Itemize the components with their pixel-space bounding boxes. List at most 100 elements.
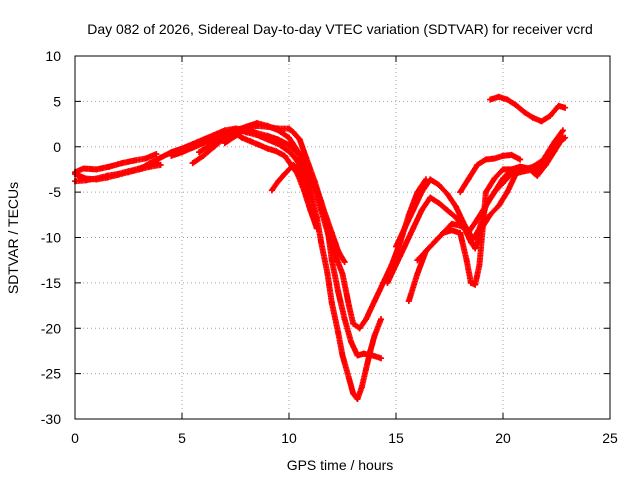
data-point: [444, 207, 451, 214]
data-point: [356, 325, 363, 332]
x-axis-label: GPS time / hours: [287, 457, 394, 473]
data-point: [348, 338, 355, 345]
data-point: [467, 279, 474, 286]
data-point: [378, 316, 385, 323]
data-point: [358, 384, 365, 391]
data-point: [243, 125, 250, 132]
data-point: [168, 152, 175, 159]
data-point: [542, 161, 549, 168]
data-point: [487, 211, 494, 218]
y-axis-label: SDTVAR / TECUs: [5, 182, 21, 294]
x-tick-label: 25: [602, 430, 618, 446]
data-point: [435, 200, 442, 207]
data-point: [200, 140, 207, 147]
data-point: [350, 320, 357, 327]
data-point: [328, 299, 335, 306]
data-point: [264, 123, 271, 130]
data-point: [534, 172, 541, 179]
data-series-satellite-track-15: [487, 93, 569, 125]
data-point: [341, 316, 348, 323]
data-point: [264, 145, 271, 152]
data-point: [487, 96, 494, 103]
data-point: [410, 225, 417, 232]
data-point: [296, 136, 303, 143]
data-point: [482, 156, 489, 163]
data-point: [378, 355, 385, 362]
data-point: [517, 163, 524, 170]
x-tick-label: 0: [71, 430, 79, 446]
data-point: [80, 165, 87, 172]
data-point: [335, 329, 342, 336]
data-point: [256, 141, 263, 148]
data-point: [286, 125, 292, 132]
data-point: [196, 149, 203, 156]
data-point: [360, 350, 367, 357]
data-point: [418, 207, 425, 214]
data-point: [350, 390, 357, 397]
data-point: [414, 270, 421, 277]
data-point: [189, 160, 196, 167]
data-layer: [72, 93, 569, 403]
data-point: [221, 140, 228, 147]
chart-title: Day 082 of 2026, Sidereal Day-to-day VTE…: [87, 21, 593, 37]
data-series-satellite-track-8: [196, 129, 320, 232]
data-point: [474, 161, 481, 168]
axes-ticks: 0 5 10 15 20 25 10 5 0 -5 -10 -15 -20 -25 -30: [41, 48, 618, 446]
data-point: [369, 352, 376, 359]
data-point: [213, 136, 220, 143]
data-series-satellite-track-7: [221, 122, 348, 266]
data-point: [504, 96, 511, 103]
data-point: [179, 149, 185, 156]
data-point: [290, 129, 297, 136]
data-point: [551, 148, 558, 155]
data-point: [457, 222, 464, 229]
data-point: [221, 131, 228, 138]
x-tick-label: 15: [388, 430, 404, 446]
data-point: [157, 154, 164, 161]
data-point: [273, 148, 280, 155]
data-point: [324, 270, 331, 277]
data-point: [491, 175, 498, 182]
data-point: [457, 189, 464, 196]
data-point: [106, 163, 113, 170]
data-point: [93, 176, 100, 183]
data-point: [559, 134, 566, 141]
data-point: [281, 170, 288, 177]
data-point: [495, 93, 502, 100]
data-point: [339, 352, 346, 359]
data-point: [555, 102, 562, 109]
data-point: [435, 181, 442, 188]
data-point: [495, 202, 502, 209]
data-point: [142, 155, 149, 162]
grid: [75, 56, 610, 419]
data-point: [189, 144, 196, 151]
data-point: [363, 316, 370, 323]
data-point: [119, 160, 126, 167]
y-tick-label: -15: [41, 275, 61, 291]
data-point: [320, 205, 327, 212]
data-point: [508, 166, 515, 173]
data-point: [538, 118, 545, 125]
data-point: [491, 189, 498, 196]
data-point: [104, 174, 111, 181]
data-point: [307, 194, 314, 201]
y-tick-label: -30: [41, 411, 61, 427]
y-tick-label: -10: [41, 230, 61, 246]
data-point: [457, 229, 464, 236]
data-point: [474, 216, 481, 223]
data-series-satellite-track-13: [414, 134, 566, 288]
data-point: [264, 132, 271, 139]
data-point: [136, 166, 143, 173]
data-point: [401, 225, 408, 232]
data-point: [547, 112, 554, 119]
data-point: [238, 134, 245, 141]
data-point: [281, 152, 288, 159]
data-point: [393, 261, 399, 268]
y-tick-label: 10: [45, 48, 61, 64]
data-point: [427, 194, 434, 201]
data-point: [230, 129, 237, 136]
data-point: [529, 114, 536, 121]
data-point: [559, 127, 566, 134]
data-point: [311, 178, 318, 185]
